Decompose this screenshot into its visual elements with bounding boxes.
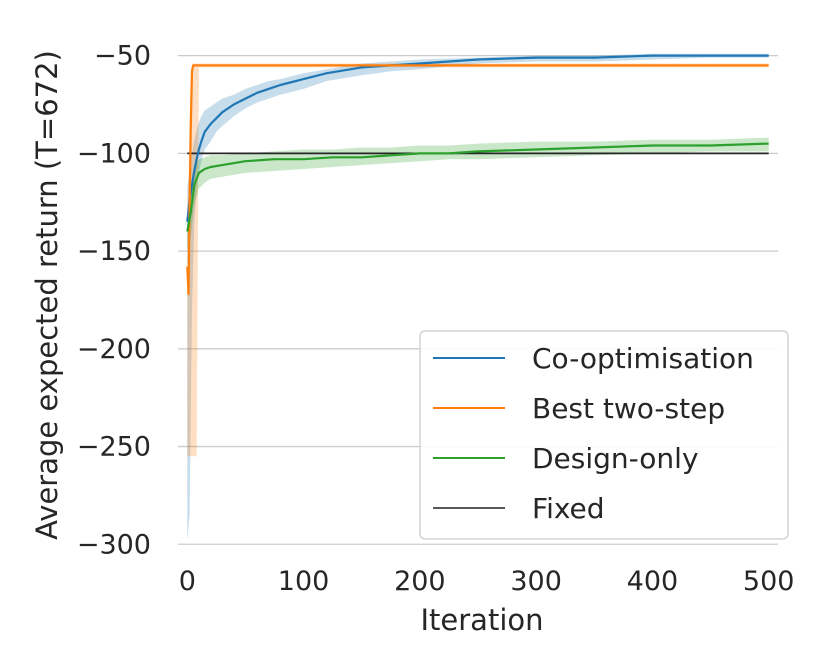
series-lines xyxy=(186,54,769,296)
x-axis-label: Iteration xyxy=(420,603,543,637)
legend: Co-optimisation Best two-step Design-only F… xyxy=(419,330,789,540)
legend-label: Fixed xyxy=(532,492,605,525)
x-tick-label: 400 xyxy=(627,566,679,597)
y-tick-label: −300 xyxy=(77,529,151,560)
y-tick-label: −200 xyxy=(77,334,151,365)
x-tick-label: 100 xyxy=(278,566,330,597)
x-tick-label: 200 xyxy=(394,566,446,597)
legend-label: Design-only xyxy=(532,442,699,475)
legend-label: Co-optimisation xyxy=(532,342,754,375)
band-co-optimisation xyxy=(187,53,769,541)
y-tick-label: −150 xyxy=(77,236,151,267)
x-tick-label: 500 xyxy=(743,566,795,597)
line-design-only xyxy=(186,142,769,232)
legend-box xyxy=(419,330,789,540)
line-co-optimisation xyxy=(186,54,769,222)
y-tick-labels: −50 −100 −150 −200 −250 −300 xyxy=(77,41,151,561)
legend-entries: Co-optimisation Best two-step Design-only F… xyxy=(433,342,754,525)
x-tick-labels: 0 100 200 300 400 500 xyxy=(179,566,795,597)
y-tick-label: −250 xyxy=(77,432,151,463)
y-tick-label: −50 xyxy=(94,41,151,72)
line-best-two-step xyxy=(186,64,769,296)
y-tick-label: −100 xyxy=(77,138,151,169)
legend-label: Best two-step xyxy=(532,392,725,425)
x-tick-label: 300 xyxy=(510,566,562,597)
band-design-only xyxy=(187,137,769,252)
y-axis-label: Average expected return (T=672) xyxy=(30,50,64,540)
x-tick-label: 0 xyxy=(179,566,196,597)
confidence-bands xyxy=(187,53,769,541)
